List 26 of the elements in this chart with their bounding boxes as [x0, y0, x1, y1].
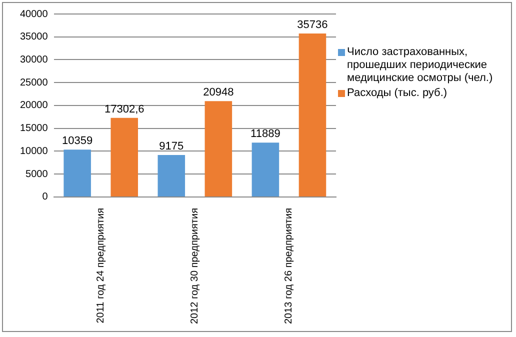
x-tick-label: 2011 год 24 предприятия: [96, 208, 107, 324]
bar: [64, 150, 91, 196]
y-tick-label: 30000: [20, 54, 48, 66]
y-tick-label: 15000: [20, 123, 48, 134]
bar: [204, 101, 232, 196]
data-label: 35736: [297, 19, 328, 32]
bar: [298, 34, 326, 196]
bar: [158, 155, 186, 196]
y-tick-label: 20000: [20, 100, 48, 112]
y-tick-label: 10000: [20, 146, 48, 157]
data-label: 10359: [62, 135, 93, 148]
data-label: 17302,6: [104, 103, 144, 116]
bar: [110, 118, 138, 196]
x-tick-label: 2012 год 30 предприятия: [190, 208, 201, 324]
data-label: 20948: [203, 86, 234, 99]
y-tick-label: 5000: [26, 168, 48, 180]
y-tick-label: 0: [42, 192, 48, 203]
data-label: 11889: [250, 128, 280, 140]
y-tick-label: 40000: [20, 8, 48, 20]
legend-label: Расходы (тыс. руб.): [347, 87, 448, 100]
data-label: 9175: [159, 140, 184, 153]
y-tick-label: 25000: [20, 77, 48, 88]
legend-label: Число застрахованных, прошедших периодические медицинские осмотры (чел.): [347, 46, 494, 85]
y-tick-label: 35000: [20, 32, 48, 43]
x-tick-label: 2013 год 26 предприятия: [284, 208, 295, 324]
bar: [252, 142, 280, 196]
